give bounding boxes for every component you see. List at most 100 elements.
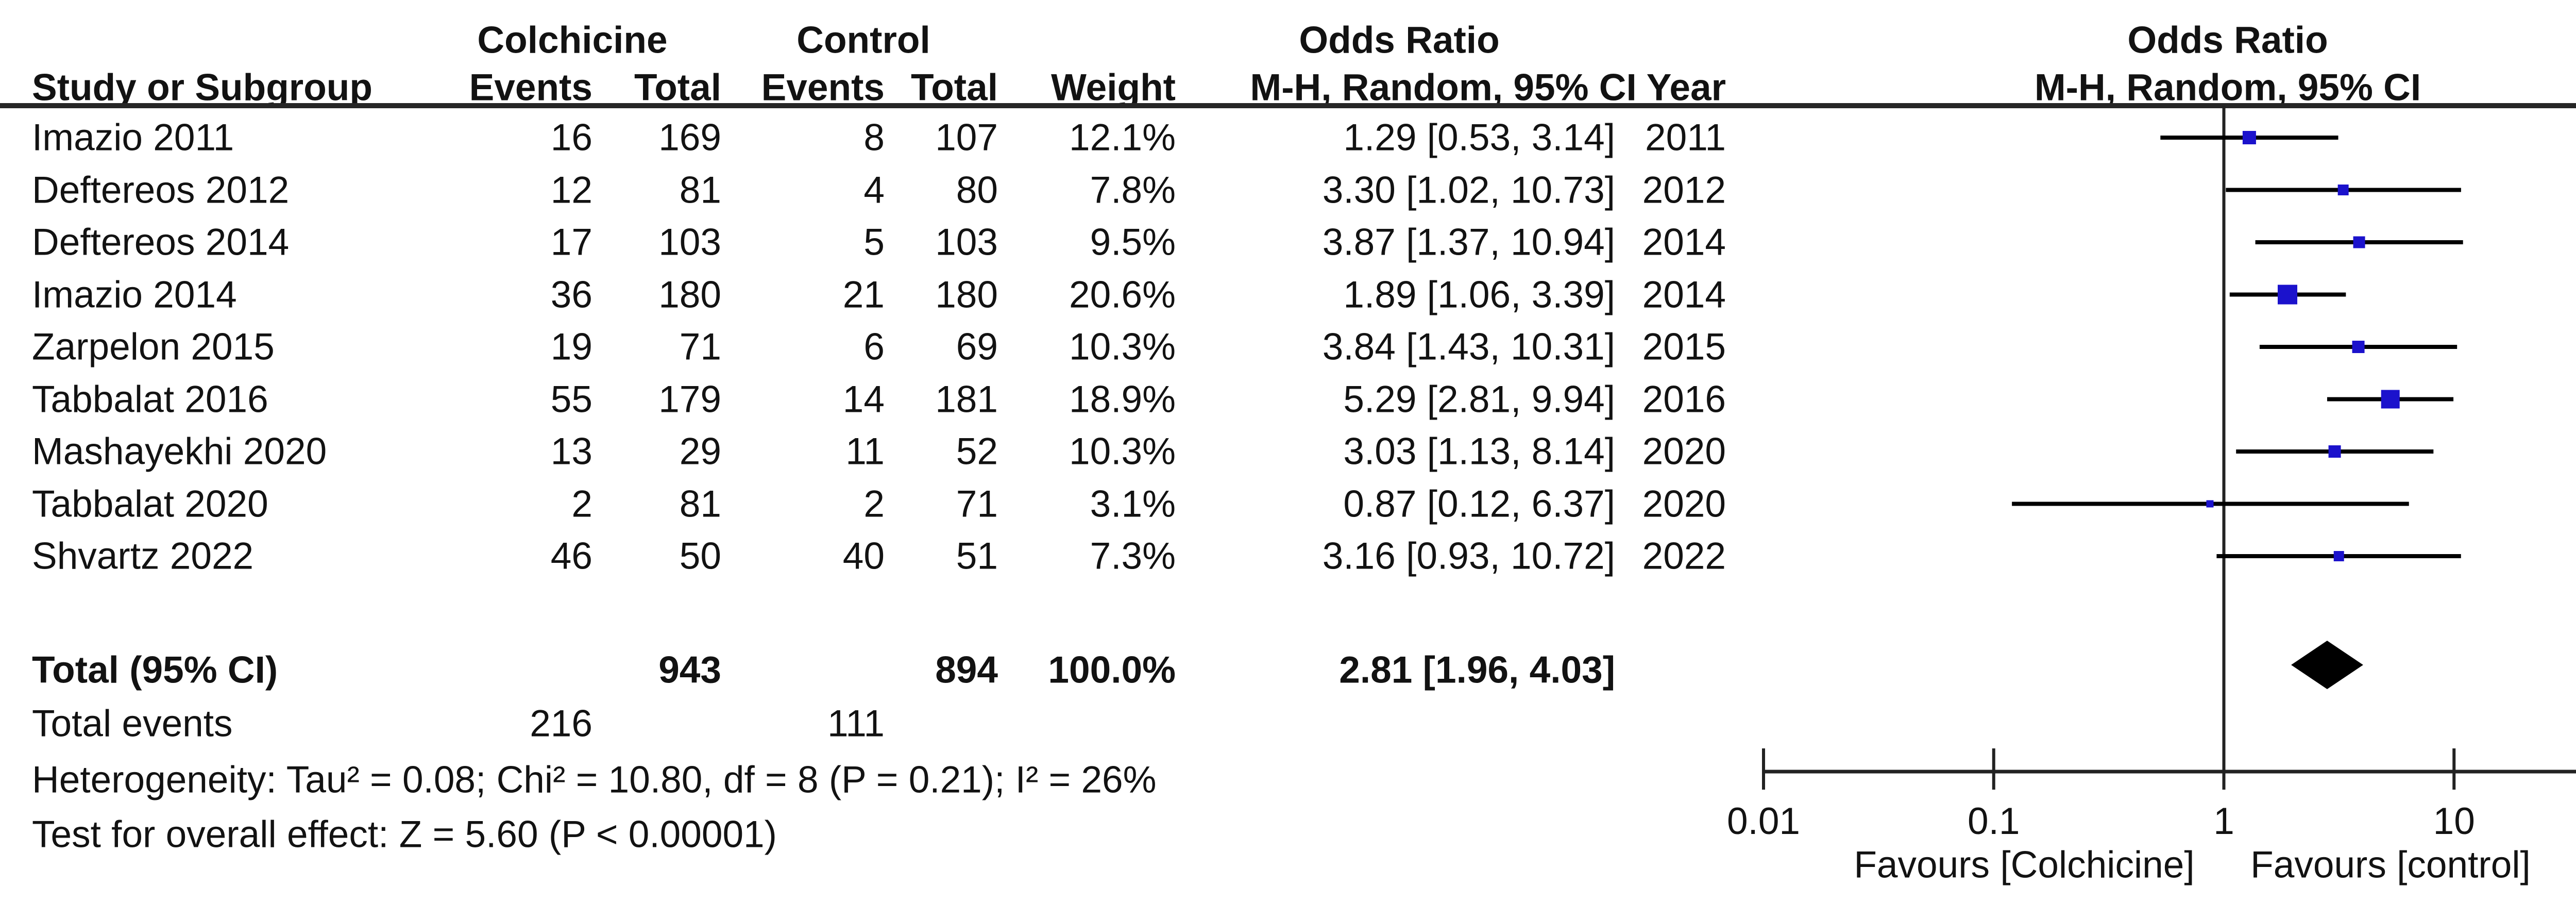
control-group-header: Control (796, 19, 930, 61)
study-row-col-events: 16 (550, 116, 592, 159)
or-point-square (2328, 445, 2341, 458)
study-row-or-label: 5.29 [2.81, 9.94] (1343, 378, 1615, 420)
study-row-col-total: 71 (679, 326, 721, 368)
study-row-weight-label: 10.3% (1069, 430, 1176, 473)
study-row-year: 2014 (1642, 221, 1726, 263)
study-row-year: 2020 (1642, 430, 1726, 473)
study-row-ctl-events: 40 (842, 535, 885, 577)
study-row-col-events: 2 (571, 483, 592, 525)
study-row-or-label: 3.84 [1.43, 10.31] (1322, 326, 1615, 368)
odds-ratio-plot-header: Odds Ratio (2127, 19, 2328, 61)
x-axis-tick-label: 0.1 (1968, 800, 2020, 842)
study-row-col-events: 19 (550, 326, 592, 368)
study-row-ctl-events: 2 (863, 483, 885, 525)
summary-diamond (2291, 641, 2363, 689)
study-row-year: 2012 (1642, 169, 1726, 211)
study-row-name: Imazio 2011 (32, 116, 234, 159)
study-row-ctl-total: 107 (935, 116, 998, 159)
or-point-square (2333, 551, 2344, 561)
mh-ci-plot-subheader: M-H, Random, 95% CI (2034, 66, 2421, 109)
study-row-name: Tabbalat 2020 (32, 483, 268, 525)
total-weight: 100.0% (1048, 649, 1176, 691)
study-row-weight-label: 3.1% (1090, 483, 1176, 525)
header-divider-rule (0, 103, 2576, 108)
study-row-ctl-events: 21 (842, 274, 885, 315)
study-row-name: Imazio 2014 (32, 274, 237, 315)
study-row-ctl-total: 80 (956, 169, 998, 211)
study-row-col-total: 81 (679, 483, 721, 525)
study-row-ctl-total: 180 (935, 274, 998, 315)
odds-ratio-column-header: Odds Ratio (1299, 19, 1500, 61)
study-row-col-total: 103 (658, 221, 721, 263)
study-row-or-label: 1.29 [0.53, 3.14] (1343, 116, 1615, 159)
or-point-square (2337, 185, 2349, 195)
study-row-ctl-events: 6 (863, 326, 885, 368)
study-row-ctl-total: 51 (956, 535, 998, 577)
total-events-control-value: 111 (827, 703, 885, 745)
x-axis-tick-label: 0.01 (1727, 800, 1800, 842)
study-row-col-events: 12 (550, 169, 592, 211)
x-axis-tick-label: 10 (2433, 800, 2475, 842)
study-row-col-total: 50 (679, 535, 721, 577)
study-row-year: 2014 (1642, 274, 1726, 315)
favours-colchicine-label: Favours [Colchicine] (1854, 844, 2195, 886)
study-row-or-label: 3.16 [0.93, 10.72] (1322, 535, 1615, 577)
study-row-name: Mashayekhi 2020 (32, 430, 327, 473)
study-row-ctl-total: 181 (935, 378, 998, 420)
heterogeneity-stats-line: Heterogeneity: Tau² = 0.08; Chi² = 10.80… (32, 759, 1157, 801)
mh-ci-year-column-header: M-H, Random, 95% CI Year (1250, 66, 1726, 109)
study-row-col-total: 180 (658, 274, 721, 315)
study-row-ctl-events: 4 (863, 169, 885, 211)
study-row-weight-label: 20.6% (1069, 274, 1176, 315)
total-control-n: 894 (935, 649, 998, 691)
study-row-col-events: 46 (550, 535, 592, 577)
study-row-or-label: 3.87 [1.37, 10.94] (1322, 221, 1615, 263)
or-point-square (2242, 131, 2256, 144)
study-row-or-label: 3.30 [1.02, 10.73] (1322, 169, 1615, 211)
colchicine-group-header: Colchicine (477, 19, 668, 61)
or-point-square (2352, 341, 2365, 353)
favours-control-label: Favours [control] (2250, 844, 2531, 886)
study-row-col-total: 29 (679, 430, 721, 473)
study-row-weight-label: 9.5% (1090, 221, 1176, 263)
colchicine-events-header: Events (469, 66, 592, 109)
or-point-square (2206, 500, 2214, 508)
study-row-or-label: 0.87 [0.12, 6.37] (1343, 483, 1615, 525)
study-row-col-total: 169 (658, 116, 721, 159)
study-row-col-events: 13 (550, 430, 592, 473)
study-row-year: 2011 (1645, 116, 1726, 159)
total-or-ci: 2.81 [1.96, 4.03] (1339, 649, 1615, 691)
study-row-or-label: 1.89 [1.06, 3.39] (1343, 274, 1615, 315)
study-row-name: Deftereos 2014 (32, 221, 290, 263)
study-row-ctl-total: 52 (956, 430, 998, 473)
study-row-ctl-events: 8 (863, 116, 885, 159)
colchicine-total-header: Total (634, 66, 721, 109)
study-row-ctl-events: 14 (842, 378, 885, 420)
study-row-year: 2022 (1642, 535, 1726, 577)
or-point-square (2278, 285, 2298, 305)
study-row-ctl-events: 5 (863, 221, 885, 263)
study-row-weight-label: 7.8% (1090, 169, 1176, 211)
study-row-col-events: 36 (550, 274, 592, 315)
study-row-ctl-total: 71 (956, 483, 998, 525)
study-row-ctl-events: 11 (845, 430, 885, 473)
study-row-col-events: 17 (550, 221, 592, 263)
study-row-name: Shvartz 2022 (32, 535, 254, 577)
study-row-col-events: 55 (550, 378, 592, 420)
study-row-year: 2020 (1642, 483, 1726, 525)
study-row-name: Zarpelon 2015 (32, 326, 275, 368)
study-row-weight-label: 12.1% (1069, 116, 1176, 159)
overall-effect-test-line: Test for overall effect: Z = 5.60 (P < 0… (32, 813, 777, 856)
weight-column-header: Weight (1051, 66, 1176, 109)
study-row-weight-label: 18.9% (1069, 378, 1176, 420)
or-point-square (2381, 390, 2400, 409)
study-row-year: 2016 (1642, 378, 1726, 420)
study-row-name: Tabbalat 2016 (32, 378, 268, 420)
control-events-header: Events (761, 66, 885, 109)
total-colchicine-n: 943 (658, 649, 721, 691)
study-row-ctl-total: 69 (956, 326, 998, 368)
study-row-weight-label: 7.3% (1090, 535, 1176, 577)
study-row-col-total: 179 (658, 378, 721, 420)
